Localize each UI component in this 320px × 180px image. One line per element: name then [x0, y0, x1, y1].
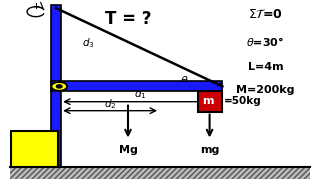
- Circle shape: [56, 85, 62, 88]
- Bar: [11, 131, 58, 167]
- Bar: [198, 91, 222, 112]
- Text: mg: mg: [200, 145, 219, 155]
- Text: M=200kg: M=200kg: [236, 85, 295, 95]
- Text: -: -: [34, 13, 37, 22]
- Circle shape: [51, 82, 67, 91]
- Text: $d_1$: $d_1$: [134, 88, 147, 101]
- Text: $\theta$=30°: $\theta$=30°: [246, 35, 285, 48]
- Text: $d_3$: $d_3$: [82, 36, 94, 50]
- Text: T = ?: T = ?: [105, 10, 151, 28]
- Text: +: +: [32, 2, 39, 11]
- Text: $d_2$: $d_2$: [104, 97, 116, 111]
- Text: $\theta$: $\theta$: [180, 74, 188, 86]
- Bar: [51, 81, 222, 91]
- Text: Mg: Mg: [119, 145, 137, 155]
- Text: m: m: [202, 96, 214, 106]
- Text: =50kg: =50kg: [224, 96, 262, 106]
- Bar: [51, 5, 61, 167]
- Text: L=4m: L=4m: [248, 62, 284, 72]
- Bar: [10, 167, 310, 179]
- Text: $\Sigma\mathcal{T}$=0: $\Sigma\mathcal{T}$=0: [248, 8, 283, 21]
